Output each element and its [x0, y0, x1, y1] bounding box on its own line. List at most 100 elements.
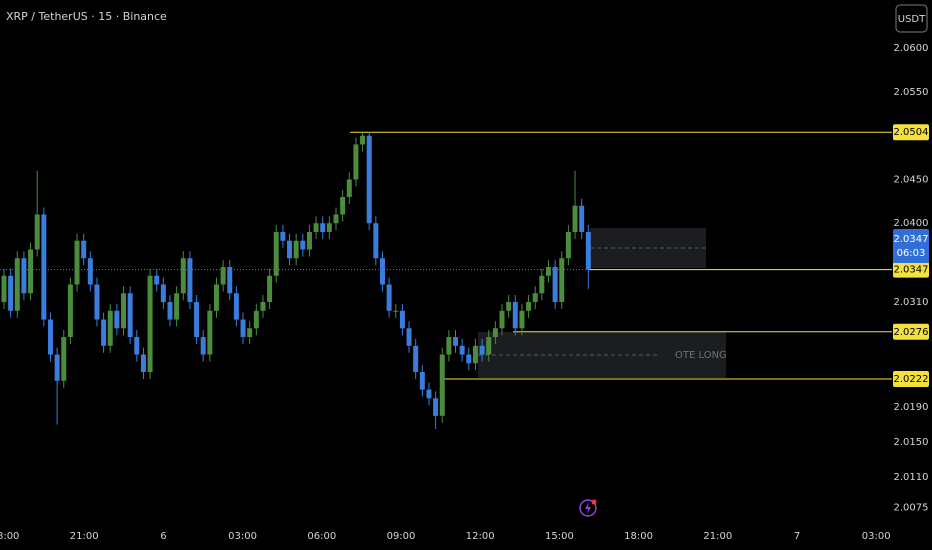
- level-label-box: [893, 371, 929, 388]
- candle-body: [519, 310, 525, 329]
- currency-button[interactable]: [895, 4, 928, 33]
- candle-body: [280, 231, 286, 241]
- zone-label: OTE LONG: [675, 350, 727, 361]
- candle-body: [227, 267, 233, 294]
- candle-body: [413, 345, 419, 373]
- candle-body: [499, 310, 505, 329]
- x-tick-label: 09:00: [387, 531, 416, 542]
- candle-body: [459, 345, 465, 355]
- level-label: 2.0504: [894, 127, 929, 138]
- candle-body: [54, 354, 60, 381]
- countdown-label: 06:03: [897, 248, 926, 259]
- currency-label[interactable]: USDT: [898, 14, 926, 25]
- candle-body: [326, 223, 332, 232]
- candle-body: [353, 144, 359, 180]
- candle-body: [74, 240, 80, 285]
- candle-body: [346, 179, 352, 197]
- level-label-box: [893, 124, 929, 141]
- candle-body: [273, 231, 279, 276]
- candle-body: [393, 310, 399, 312]
- candle-body: [127, 293, 133, 338]
- candle-body: [233, 293, 239, 320]
- level-label: 2.0222: [894, 374, 929, 385]
- candle-body: [154, 275, 160, 285]
- candle-body: [585, 231, 591, 270]
- x-tick-label: 18:00: [0, 531, 19, 542]
- candle-body: [260, 302, 266, 311]
- candle-body: [552, 267, 558, 303]
- candle-body: [134, 337, 140, 355]
- candle-body: [101, 319, 107, 346]
- y-tick-label: 2.0190: [894, 402, 929, 413]
- candle-body: [545, 267, 551, 276]
- x-tick-label: 03:00: [862, 531, 891, 542]
- candle-body: [213, 284, 219, 311]
- candle-body: [320, 223, 326, 232]
- candle-body: [114, 310, 120, 329]
- candle-body: [267, 275, 273, 303]
- candle-body: [399, 310, 405, 329]
- candle-body: [386, 284, 392, 311]
- candle-body: [121, 293, 127, 329]
- candle-body: [373, 223, 379, 259]
- candle-body: [565, 231, 571, 259]
- candle-body: [240, 319, 246, 338]
- candle-body: [207, 310, 213, 355]
- candle-body: [512, 302, 518, 329]
- level-label: 2.0276: [894, 327, 929, 338]
- candle-body: [47, 319, 53, 355]
- x-tick-label: 6: [160, 531, 166, 542]
- candle-body: [180, 258, 186, 294]
- candle-body: [81, 240, 87, 259]
- candle-body: [194, 302, 200, 338]
- candle-body: [107, 310, 113, 346]
- candle-body: [472, 345, 478, 364]
- candle-body: [174, 293, 180, 320]
- candle-body: [160, 284, 166, 303]
- candle-body: [167, 302, 173, 320]
- candle-body: [433, 398, 439, 416]
- candle-body: [313, 223, 319, 232]
- candle-body: [300, 240, 306, 250]
- candle-body: [479, 345, 485, 355]
- candle-body: [14, 258, 20, 311]
- candle-body: [140, 354, 146, 373]
- candle-body: [539, 275, 545, 294]
- candle-body: [8, 275, 14, 311]
- candle-body: [287, 240, 293, 259]
- candle-body: [340, 196, 346, 215]
- x-tick-label: 21:00: [70, 531, 99, 542]
- candle-body: [559, 258, 565, 303]
- candle-body: [333, 214, 339, 224]
- candle-body: [466, 354, 472, 364]
- x-tick-label: 18:00: [624, 531, 653, 542]
- x-tick-label: 21:00: [703, 531, 732, 542]
- candle-body: [87, 258, 93, 285]
- x-tick-label: 06:00: [307, 531, 336, 542]
- candle-body: [200, 337, 206, 355]
- candle-body: [379, 258, 385, 285]
- last-price-label: 2.0347: [894, 234, 929, 245]
- y-tick-label: 2.0310: [894, 297, 929, 308]
- candle-body: [366, 135, 372, 224]
- candle-body: [1, 275, 7, 303]
- candle-body: [579, 205, 585, 232]
- candle-body: [61, 337, 67, 381]
- x-tick-label: 12:00: [466, 531, 495, 542]
- ote-box: [478, 332, 726, 378]
- y-tick-label: 2.0150: [894, 437, 929, 448]
- candle-body: [532, 293, 538, 303]
- x-tick-label: 03:00: [228, 531, 257, 542]
- candle-body: [439, 354, 445, 416]
- candle-body: [220, 267, 226, 285]
- alert-icon[interactable]: [579, 499, 597, 517]
- candle-body: [247, 328, 253, 338]
- candle-body: [67, 284, 73, 338]
- candle-body: [446, 337, 452, 355]
- candle-body: [28, 249, 34, 294]
- y-tick-label: 2.0075: [894, 503, 929, 514]
- y-tick-label: 2.0110: [894, 472, 929, 483]
- candle-body: [572, 205, 578, 232]
- candle-body: [253, 310, 259, 329]
